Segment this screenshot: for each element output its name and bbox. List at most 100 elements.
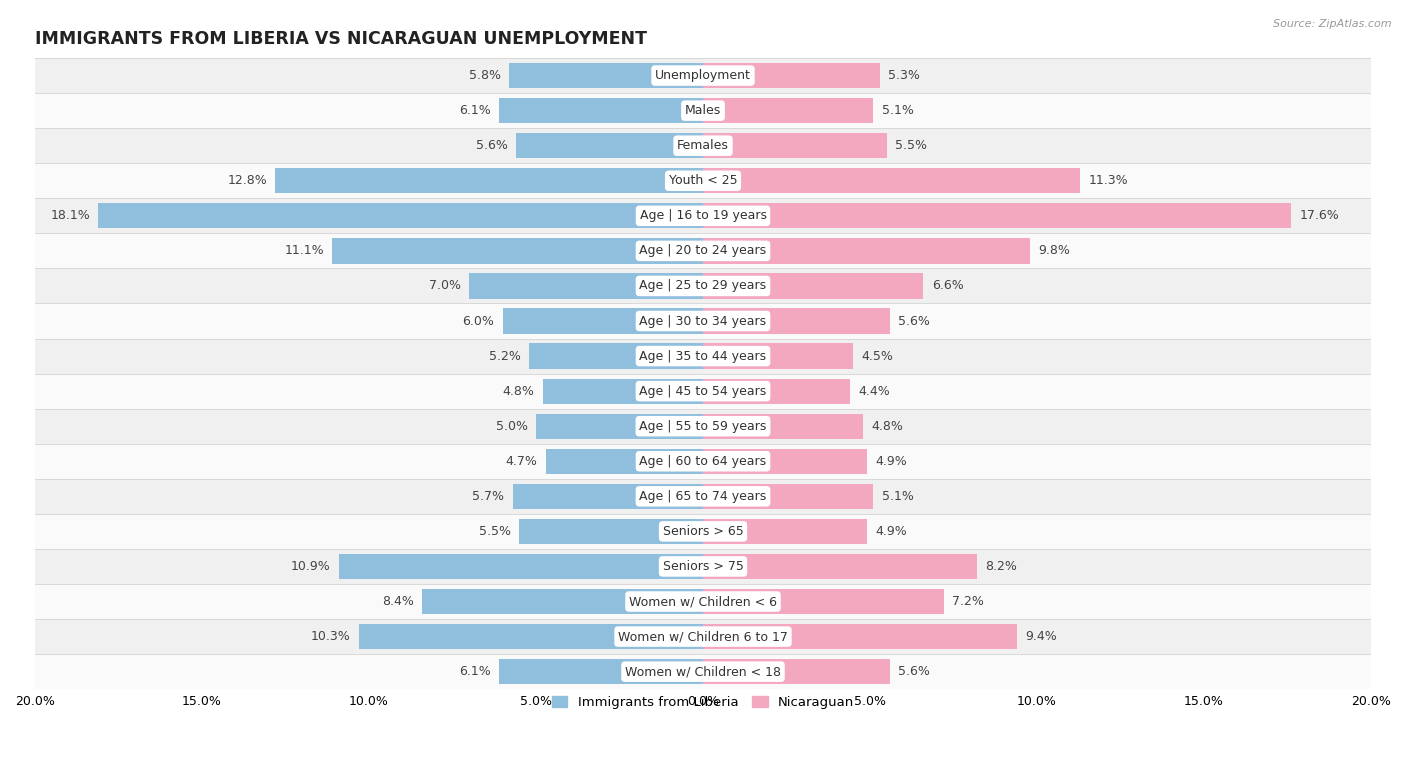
Text: Age | 30 to 34 years: Age | 30 to 34 years xyxy=(640,314,766,328)
Text: 12.8%: 12.8% xyxy=(228,174,267,187)
Bar xyxy=(703,484,873,509)
Text: 11.1%: 11.1% xyxy=(284,245,323,257)
Bar xyxy=(703,519,866,544)
Text: 5.2%: 5.2% xyxy=(489,350,522,363)
Bar xyxy=(703,449,866,474)
Text: Source: ZipAtlas.com: Source: ZipAtlas.com xyxy=(1274,19,1392,29)
Bar xyxy=(546,449,703,474)
Text: 4.9%: 4.9% xyxy=(875,525,907,538)
Text: Age | 16 to 19 years: Age | 16 to 19 years xyxy=(640,210,766,223)
Bar xyxy=(703,378,851,403)
Bar xyxy=(516,133,703,158)
Text: 4.8%: 4.8% xyxy=(502,385,534,397)
Bar xyxy=(703,554,977,579)
Text: Age | 20 to 24 years: Age | 20 to 24 years xyxy=(640,245,766,257)
Bar xyxy=(703,273,924,298)
Text: 8.4%: 8.4% xyxy=(382,595,413,608)
Bar xyxy=(35,233,1371,269)
Text: 8.2%: 8.2% xyxy=(986,560,1017,573)
Text: 5.5%: 5.5% xyxy=(479,525,510,538)
Bar xyxy=(703,133,887,158)
Bar xyxy=(703,413,863,439)
Bar xyxy=(703,659,890,684)
Text: Unemployment: Unemployment xyxy=(655,69,751,82)
Bar xyxy=(703,203,1291,229)
Text: 5.6%: 5.6% xyxy=(898,665,931,678)
Text: Age | 35 to 44 years: Age | 35 to 44 years xyxy=(640,350,766,363)
Bar xyxy=(35,58,1371,93)
Bar xyxy=(332,238,703,263)
Bar xyxy=(35,374,1371,409)
Bar xyxy=(35,549,1371,584)
Bar xyxy=(519,519,703,544)
Text: Age | 65 to 74 years: Age | 65 to 74 years xyxy=(640,490,766,503)
Bar xyxy=(422,589,703,614)
Bar xyxy=(703,344,853,369)
Text: Women w/ Children < 6: Women w/ Children < 6 xyxy=(628,595,778,608)
Bar xyxy=(543,378,703,403)
Bar xyxy=(529,344,703,369)
Bar xyxy=(35,269,1371,304)
Text: 5.0%: 5.0% xyxy=(496,419,527,433)
Bar xyxy=(35,164,1371,198)
Text: 5.1%: 5.1% xyxy=(882,490,914,503)
Text: Youth < 25: Youth < 25 xyxy=(669,174,737,187)
Text: 4.4%: 4.4% xyxy=(858,385,890,397)
Text: 4.7%: 4.7% xyxy=(506,455,537,468)
Bar xyxy=(703,63,880,88)
Text: 7.0%: 7.0% xyxy=(429,279,461,292)
Text: 5.5%: 5.5% xyxy=(896,139,927,152)
Text: 18.1%: 18.1% xyxy=(51,210,90,223)
Bar xyxy=(276,168,703,193)
Text: Age | 60 to 64 years: Age | 60 to 64 years xyxy=(640,455,766,468)
Text: 10.9%: 10.9% xyxy=(291,560,330,573)
Text: 4.9%: 4.9% xyxy=(875,455,907,468)
Text: 5.6%: 5.6% xyxy=(475,139,508,152)
Bar xyxy=(35,444,1371,478)
Bar xyxy=(35,619,1371,654)
Bar xyxy=(35,409,1371,444)
Text: 6.1%: 6.1% xyxy=(460,665,491,678)
Bar xyxy=(703,98,873,123)
Bar xyxy=(703,308,890,334)
Bar xyxy=(703,624,1017,650)
Text: Age | 45 to 54 years: Age | 45 to 54 years xyxy=(640,385,766,397)
Text: 5.8%: 5.8% xyxy=(470,69,501,82)
Text: 4.5%: 4.5% xyxy=(862,350,894,363)
Text: IMMIGRANTS FROM LIBERIA VS NICARAGUAN UNEMPLOYMENT: IMMIGRANTS FROM LIBERIA VS NICARAGUAN UN… xyxy=(35,30,647,48)
Text: Age | 55 to 59 years: Age | 55 to 59 years xyxy=(640,419,766,433)
Bar xyxy=(499,659,703,684)
Bar xyxy=(502,308,703,334)
Text: Women w/ Children < 18: Women w/ Children < 18 xyxy=(626,665,780,678)
Bar xyxy=(509,63,703,88)
Text: 9.4%: 9.4% xyxy=(1025,630,1057,643)
Bar xyxy=(35,654,1371,689)
Bar xyxy=(98,203,703,229)
Text: Age | 25 to 29 years: Age | 25 to 29 years xyxy=(640,279,766,292)
Text: 11.3%: 11.3% xyxy=(1088,174,1129,187)
Bar xyxy=(35,198,1371,233)
Bar xyxy=(703,168,1080,193)
Bar xyxy=(470,273,703,298)
Text: 6.0%: 6.0% xyxy=(463,314,495,328)
Bar xyxy=(35,304,1371,338)
Bar xyxy=(35,93,1371,128)
Text: 10.3%: 10.3% xyxy=(311,630,350,643)
Text: Females: Females xyxy=(678,139,728,152)
Bar xyxy=(703,589,943,614)
Text: Women w/ Children 6 to 17: Women w/ Children 6 to 17 xyxy=(619,630,787,643)
Text: Seniors > 75: Seniors > 75 xyxy=(662,560,744,573)
Text: 4.8%: 4.8% xyxy=(872,419,904,433)
Bar xyxy=(703,238,1031,263)
Text: 6.6%: 6.6% xyxy=(932,279,963,292)
Text: 5.3%: 5.3% xyxy=(889,69,921,82)
Bar xyxy=(35,128,1371,164)
Bar xyxy=(35,338,1371,374)
Text: 5.6%: 5.6% xyxy=(898,314,931,328)
Bar xyxy=(339,554,703,579)
Bar xyxy=(35,514,1371,549)
Text: 5.7%: 5.7% xyxy=(472,490,505,503)
Text: Seniors > 65: Seniors > 65 xyxy=(662,525,744,538)
Bar xyxy=(359,624,703,650)
Text: Males: Males xyxy=(685,104,721,117)
